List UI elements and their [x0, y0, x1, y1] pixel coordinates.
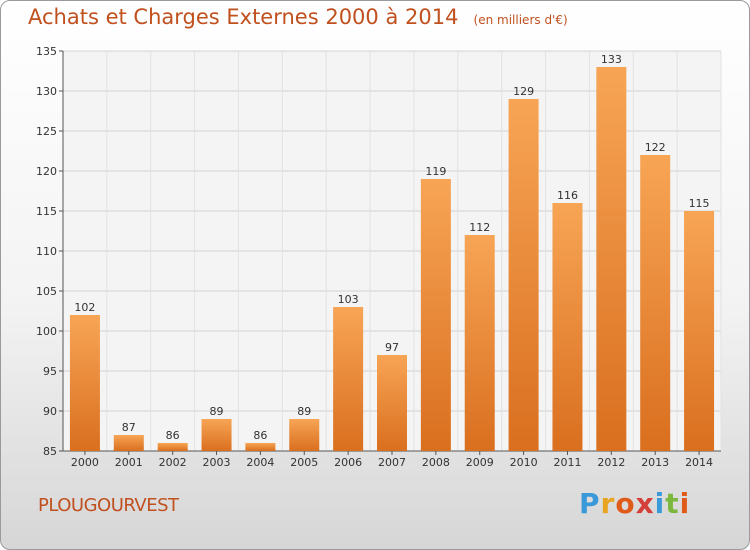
- logo-letter: o: [615, 487, 636, 520]
- data-label-2002: 86: [166, 429, 180, 442]
- x-tick-label: 2007: [378, 456, 406, 469]
- x-tick-label: 2000: [71, 456, 99, 469]
- data-label-2011: 116: [557, 189, 578, 202]
- logo-letter: x: [635, 487, 655, 520]
- x-tick-label: 2013: [641, 456, 669, 469]
- data-label-2004: 86: [253, 429, 267, 442]
- chart-title-block: Achats et Charges Externes 2000 à 2014 (…: [28, 5, 568, 29]
- x-tick-label: 2002: [159, 456, 187, 469]
- bar-2000: [69, 315, 100, 451]
- y-tick-label: 125: [36, 125, 57, 138]
- chart-unit-note: (en milliers d'€): [473, 13, 568, 27]
- x-tick-label: 2005: [290, 456, 318, 469]
- x-tick-label: 2004: [246, 456, 274, 469]
- bar-2005: [289, 419, 320, 451]
- data-label-2003: 89: [210, 405, 224, 418]
- logo-letter: i: [654, 487, 666, 520]
- y-tick-label: 90: [43, 405, 57, 418]
- commune-name: PLOUGOURVEST: [38, 495, 179, 516]
- y-tick-label: 120: [36, 165, 57, 178]
- y-tick-label: 110: [36, 245, 57, 258]
- data-labels: 102 87 86 89 86 89 103 97 119 112 129 116 133 122 115: [74, 53, 709, 442]
- bar-2007: [377, 355, 407, 451]
- y-tick-label: 105: [36, 285, 57, 298]
- bar-2010: [508, 99, 539, 451]
- x-tick-label: 2008: [422, 456, 450, 469]
- y-tick-label: 135: [36, 45, 57, 58]
- bar-2011: [552, 203, 583, 451]
- bar-2004: [245, 443, 276, 451]
- proxiti-logo: Proxiti: [579, 487, 690, 520]
- chart-title: Achats et Charges Externes 2000 à 2014: [28, 5, 459, 29]
- data-label-2013: 122: [645, 141, 666, 154]
- data-label-2001: 87: [122, 421, 136, 434]
- data-label-2000: 102: [74, 301, 95, 314]
- x-tick-label: 2001: [115, 456, 143, 469]
- x-tick-label: 2010: [510, 456, 538, 469]
- axes: 85 90 95 100 105 110 115 120 125 130 135 2000 2001 20…: [36, 45, 721, 469]
- y-tick-label: 85: [43, 445, 57, 458]
- bar-2006: [333, 307, 364, 451]
- bar-2008: [420, 179, 451, 451]
- bars: [69, 67, 715, 451]
- data-label-2008: 119: [425, 165, 446, 178]
- data-label-2005: 89: [297, 405, 311, 418]
- y-tick-label: 115: [36, 205, 57, 218]
- data-label-2006: 103: [338, 293, 359, 306]
- x-tick-label: 2014: [685, 456, 713, 469]
- logo-letter: r: [600, 487, 616, 520]
- data-label-2012: 133: [601, 53, 622, 66]
- bar-2009: [464, 235, 495, 451]
- y-tick-label: 100: [36, 325, 57, 338]
- data-label-2010: 129: [513, 85, 534, 98]
- bar-2002: [157, 443, 188, 451]
- y-tick-label: 130: [36, 85, 57, 98]
- x-tick-label: 2009: [466, 456, 494, 469]
- x-tick-label: 2006: [334, 456, 362, 469]
- bar-2014: [684, 211, 715, 451]
- x-tick-label: 2003: [203, 456, 231, 469]
- x-tick-label: 2011: [553, 456, 581, 469]
- bar-2003: [201, 419, 232, 451]
- data-label-2009: 112: [469, 221, 490, 234]
- bar-2012: [596, 67, 627, 451]
- y-tick-label: 95: [43, 365, 57, 378]
- bar-2001: [113, 435, 144, 451]
- logo-letter: t: [665, 487, 680, 520]
- bar-2013: [640, 155, 671, 451]
- x-tick-label: 2012: [597, 456, 625, 469]
- logo-letter: i: [679, 487, 691, 520]
- data-label-2014: 115: [689, 197, 710, 210]
- data-label-2007: 97: [385, 341, 399, 354]
- logo-letter: P: [579, 487, 601, 520]
